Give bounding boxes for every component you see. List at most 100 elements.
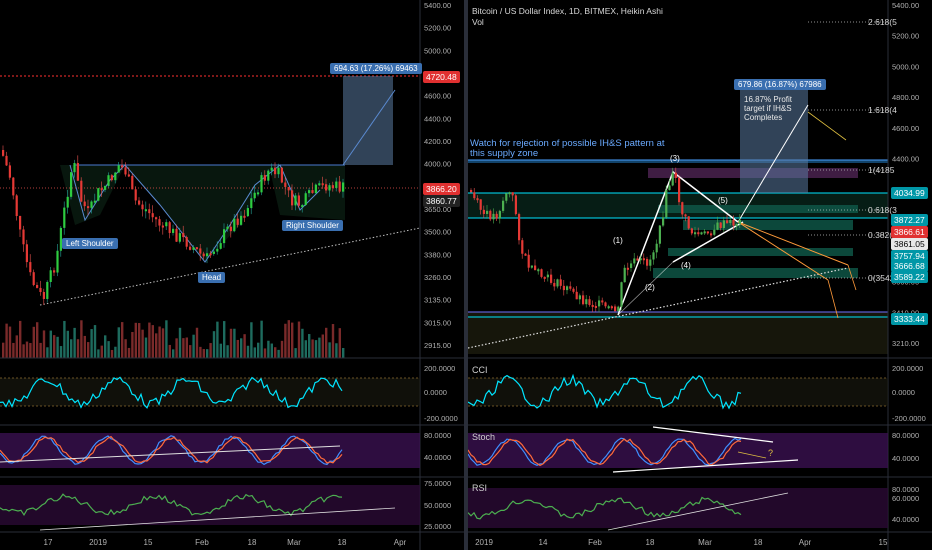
candle-body: [690, 228, 693, 234]
right-y-tick: 5200.00: [892, 32, 919, 41]
candle-body: [473, 192, 476, 199]
x-tick: Mar: [287, 538, 301, 547]
last-price-tag: 3866.20: [423, 183, 460, 195]
volume-bar: [56, 336, 59, 358]
volume-bar: [318, 337, 321, 358]
volume-bar: [127, 347, 131, 358]
volume-bar: [185, 337, 188, 358]
rsi-title[interactable]: RSI: [472, 483, 487, 493]
candle-body: [665, 190, 668, 218]
candle-body: [263, 175, 266, 181]
right-chart-panel[interactable]: 5400.00 5200.00 5000.00 4800.00 4600.00 4400.…: [468, 0, 932, 550]
left-x-axis[interactable]: 17 2019 15 Feb 18 Mar 18 Apr: [44, 538, 407, 547]
x-tick: 2019: [89, 538, 107, 547]
candle-body: [236, 218, 239, 225]
volume-bar: [338, 328, 341, 358]
volume-bar: [59, 346, 63, 358]
candle-body: [110, 175, 113, 181]
candle-body: [287, 186, 290, 191]
candle-body: [652, 252, 655, 260]
candle-body: [66, 196, 69, 208]
right-x-axis[interactable]: 2019 14 Feb 18 Mar 18 Apr 15: [475, 538, 888, 547]
candle-body: [716, 222, 719, 230]
candle-body: [658, 225, 661, 244]
candle-body: [277, 167, 280, 175]
volume-bar: [107, 341, 110, 358]
candle-body: [172, 228, 175, 233]
volume-bar: [325, 327, 328, 358]
right-y-tick: 3210.00: [892, 339, 919, 348]
left-candles: [2, 145, 345, 306]
candle-body: [562, 285, 565, 291]
left-y-tick: 2915.00: [424, 341, 451, 350]
volume-bar: [226, 345, 229, 358]
candle-body: [511, 192, 514, 196]
volume-bar: [304, 340, 307, 358]
candle-body: [104, 185, 107, 190]
volume-bar: [335, 343, 338, 358]
candle-body: [678, 177, 681, 203]
candle-body: [575, 291, 578, 300]
volume-bar: [63, 320, 66, 358]
cci-title[interactable]: CCI: [472, 365, 488, 375]
candle-body: [178, 233, 181, 242]
stoch-k-line: [0, 435, 343, 466]
volume-bar: [175, 338, 178, 358]
volume-bar: [70, 339, 73, 358]
volume-bar: [212, 331, 216, 358]
volume-bar: [274, 347, 277, 358]
right-y-axis[interactable]: 5400.00 5200.00 5000.00 4800.00 4600.00 4400.…: [892, 1, 919, 348]
candle-body: [297, 195, 300, 206]
x-tick: Mar: [698, 538, 712, 547]
volume-bar: [321, 334, 324, 358]
candle-body: [713, 229, 716, 235]
candle-body: [121, 165, 124, 168]
volume-bar: [100, 345, 103, 358]
volume-label[interactable]: Vol: [472, 17, 484, 27]
candle-body: [697, 232, 700, 235]
fib-2618-label: 2.618(5: [868, 17, 897, 27]
candle-body: [620, 282, 623, 307]
volume-bar: [39, 342, 42, 358]
candle-body: [223, 229, 226, 244]
candle-body: [209, 253, 212, 256]
candle-body: [482, 209, 485, 214]
panel-divider[interactable]: [464, 0, 468, 550]
volume-bar: [229, 328, 233, 358]
volume-bar: [328, 342, 331, 358]
candle-body: [556, 279, 559, 287]
candle-body: [36, 284, 39, 288]
left-chart-canvas[interactable]: 5400.005200.005000.004800.004600.004400.…: [0, 0, 464, 550]
candle-body: [649, 259, 652, 266]
right-chart-canvas[interactable]: 5400.00 5200.00 5000.00 4800.00 4600.00 4400.…: [468, 0, 932, 550]
candle-body: [572, 288, 575, 292]
candle-body: [168, 222, 171, 233]
candle-body: [32, 272, 35, 285]
candle-body: [131, 175, 134, 190]
left-y-tick: 4600.00: [424, 92, 451, 101]
x-tick: Apr: [394, 538, 407, 547]
candle-body: [674, 172, 677, 178]
volume-bar: [178, 327, 182, 358]
candle-body: [240, 215, 243, 225]
rsi-line: [0, 493, 343, 517]
candle-body: [93, 200, 96, 203]
candle-body: [578, 295, 581, 300]
candle-body: [514, 195, 517, 215]
volume-bar: [216, 321, 219, 358]
candle-body: [639, 258, 642, 261]
stoch-title[interactable]: Stoch: [472, 432, 495, 442]
chart-header-title[interactable]: Bitcoin / US Dollar Index, 1D, BITMEX, H…: [472, 6, 663, 16]
projection-box: [343, 76, 393, 165]
left-chart-panel[interactable]: 5400.005200.005000.004800.004600.004400.…: [0, 0, 464, 550]
volume-bar: [182, 338, 185, 358]
candle-body: [291, 190, 294, 206]
candle-body: [662, 217, 665, 226]
cci-line: [468, 373, 742, 410]
candle-body: [726, 220, 729, 223]
candle-body: [626, 267, 629, 270]
left-y-axis[interactable]: 5400.005200.005000.004800.004600.004400.…: [424, 1, 451, 350]
candle-body: [489, 210, 492, 220]
candle-body: [138, 200, 141, 205]
candle-body: [342, 182, 345, 192]
